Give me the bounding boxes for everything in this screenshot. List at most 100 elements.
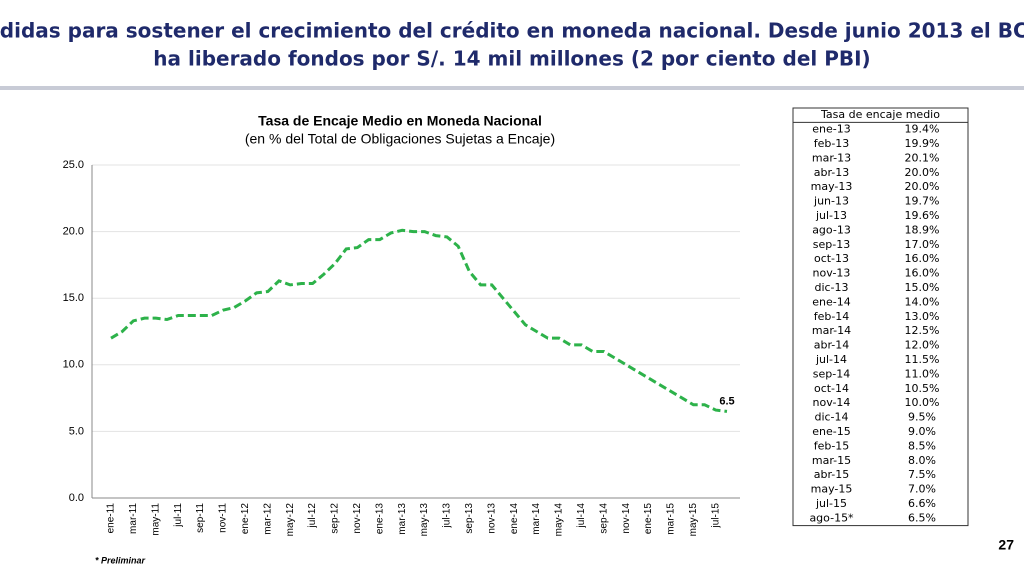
table-cell: ene-13 (812, 123, 850, 136)
table-cell: 12.5% (905, 324, 940, 337)
x-tick-label: ene-12 (240, 503, 251, 535)
table-cell: dic-14 (814, 411, 848, 424)
table-cell: 19.7% (905, 195, 940, 208)
table-cell: 16.0% (905, 267, 940, 280)
y-tick-label: 20.0 (63, 226, 84, 238)
table-cell: sep-14 (813, 367, 850, 380)
table-cell: 20.0% (905, 166, 940, 179)
data-label: 6.5 (719, 395, 734, 407)
x-tick-label: nov-13 (486, 503, 497, 534)
table-cell: 13.0% (905, 310, 940, 323)
table-cell: 8.0% (908, 454, 936, 467)
x-tick-label: mar-14 (531, 503, 542, 535)
table-cell: may-13 (811, 180, 853, 193)
table-cell: jul-13 (815, 209, 847, 222)
x-tick-label: sep-13 (464, 503, 475, 534)
table-cell: mar-14 (812, 324, 851, 337)
table-cell: oct-14 (814, 382, 849, 395)
table-frame (792, 107, 969, 527)
table-cell: 20.0% (905, 180, 940, 193)
data-line (110, 228, 728, 413)
table-title: Tasa de encaje medio (820, 108, 940, 121)
chart-title: Tasa de Encaje Medio en Moneda Nacional (258, 113, 542, 129)
table-cell: 16.0% (905, 252, 940, 265)
table-cell: 10.0% (905, 396, 940, 409)
table-cell: 12.0% (905, 339, 940, 352)
table-cell: jul-15 (815, 497, 847, 510)
y-tick-label: 0.0 (69, 492, 84, 504)
table-cell: 18.9% (905, 223, 940, 236)
table-cell: abr-14 (814, 339, 850, 352)
x-tick-label: may-12 (285, 503, 296, 537)
x-tick-label: mar-12 (262, 503, 273, 535)
table-cell: feb-13 (814, 137, 850, 150)
table-cell: 20.1% (905, 151, 940, 164)
table-cell: jun-13 (813, 195, 849, 208)
x-tick-label: mar-11 (128, 503, 139, 534)
x-tick-label: sep-11 (195, 503, 206, 533)
x-tick-label: may-11 (150, 503, 161, 536)
table-cell: 11.5% (905, 353, 940, 366)
y-tick-label: 5.0 (69, 425, 84, 437)
table-cell: feb-15 (814, 439, 850, 452)
table-cell: sep-13 (813, 238, 850, 251)
table-cell: 17.0% (905, 238, 940, 251)
x-tick-label: jul-13 (442, 503, 453, 529)
table-cell: ago-15* (809, 511, 854, 524)
table-cell: 9.0% (908, 425, 936, 438)
x-tick-label: nov-11 (218, 503, 229, 533)
table-cell: jul-14 (815, 353, 847, 366)
x-tick-label: mar-13 (397, 503, 408, 535)
y-tick-label: 15.0 (63, 292, 84, 304)
table-cell: 8.5% (908, 439, 936, 452)
x-tick-label: ene-14 (509, 503, 520, 535)
table-cell: abr-15 (814, 468, 850, 481)
table-cell: 7.5% (908, 468, 936, 481)
page-number: 27 (998, 537, 1014, 553)
headline: ha liberado fondos por S/. 14 mil millon… (153, 47, 870, 71)
x-tick-label: jul-15 (710, 503, 721, 529)
table-cell: ago-13 (812, 223, 851, 236)
x-tick-label: jul-14 (576, 503, 587, 529)
chart-subtitle: (en % del Total de Obligaciones Sujetas … (245, 131, 555, 147)
table-cell: 11.0% (905, 367, 940, 380)
x-tick-label: ene-15 (643, 503, 654, 535)
table-cell: feb-14 (814, 310, 850, 323)
table-cell: mar-13 (812, 151, 851, 164)
table-cell: oct-13 (814, 252, 849, 265)
x-tick-label: may-15 (688, 503, 699, 537)
y-tick-label: 25.0 (63, 159, 84, 171)
table-cell: 6.5% (908, 511, 936, 524)
table-cell: 10.5% (905, 382, 940, 395)
footnote: * Preliminar (95, 555, 146, 565)
table-cell: 14.0% (905, 295, 940, 308)
table-cell: dic-13 (814, 281, 848, 294)
table-cell: 6.6% (908, 497, 936, 510)
x-tick-label: nov-14 (621, 503, 632, 534)
table-cell: nov-14 (813, 396, 851, 409)
x-tick-label: may-14 (554, 503, 565, 537)
x-tick-label: ene-11 (106, 503, 117, 534)
x-tick-label: jul-12 (307, 503, 318, 529)
table-cell: 19.6% (905, 209, 940, 222)
table-cell: ene-14 (812, 295, 850, 308)
y-tick-label: 10.0 (63, 359, 84, 371)
table-cell: 19.9% (905, 137, 940, 150)
table-cell: ene-15 (812, 425, 850, 438)
x-tick-label: jul-11 (173, 503, 184, 528)
x-tick-label: sep-14 (598, 503, 609, 534)
table-cell: abr-13 (814, 166, 850, 179)
divider (0, 86, 1024, 90)
table-cell: 7.0% (908, 483, 936, 496)
table-cell: 9.5% (908, 411, 936, 424)
table-cell: 15.0% (905, 281, 940, 294)
table-cell: 19.4% (905, 123, 940, 136)
table-cell: may-15 (811, 483, 853, 496)
table-cell: mar-15 (812, 454, 851, 467)
x-tick-label: may-13 (419, 503, 430, 537)
x-tick-label: mar-15 (666, 503, 677, 535)
x-tick-label: ene-13 (374, 503, 385, 535)
table-cell: nov-13 (813, 267, 851, 280)
